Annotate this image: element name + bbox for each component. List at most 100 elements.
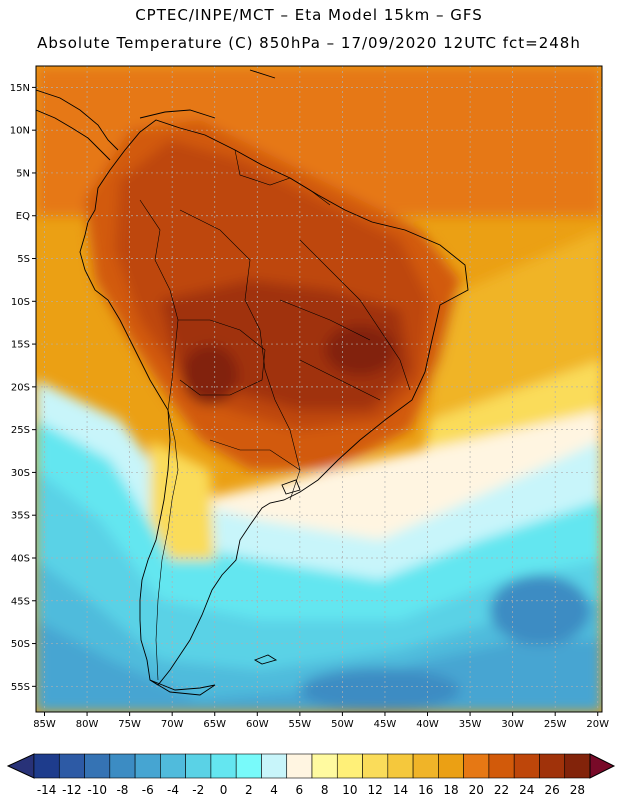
falkland-islands — [253, 654, 278, 665]
lon-label: 85W — [33, 719, 56, 730]
lat-label: 5N — [16, 168, 30, 179]
lon-label: 60W — [246, 719, 269, 730]
border-brazil-west — [179, 209, 301, 471]
lat-label: 25S — [11, 425, 30, 436]
lat-label: 30S — [11, 468, 30, 479]
border-brazil-states — [279, 239, 411, 401]
lat-label: 5S — [17, 254, 30, 265]
colorbar-under-arrow — [6, 753, 35, 779]
lon-label: 30W — [501, 719, 524, 730]
lat-label: 15N — [10, 83, 30, 94]
colorbar-box — [387, 753, 414, 779]
colorbar-tick-label: -4 — [167, 783, 179, 797]
lat-label: 10S — [11, 297, 30, 308]
colorbar-tick-label: -12 — [62, 783, 82, 797]
border-argentina-chile — [209, 439, 301, 501]
colorbar-box — [185, 753, 212, 779]
colorbar-box — [539, 753, 566, 779]
lon-label: 20W — [586, 719, 609, 730]
lon-label: 55W — [289, 719, 312, 730]
field-atlantic-pale — [200, 410, 602, 560]
field-hot-core-east — [325, 325, 395, 375]
colorbar-tick-label: 6 — [296, 783, 304, 797]
title-line-1: CPTEC/INPE/MCT – Eta Model 15km – GFS — [135, 6, 483, 24]
lat-label: 35S — [11, 511, 30, 522]
colorbar-box — [336, 753, 363, 779]
colorbar-box — [160, 753, 186, 779]
title-line-2: Absolute Temperature (C) 850hPa – 17/09/… — [37, 34, 581, 52]
lon-label: 45W — [374, 719, 397, 730]
lat-label: 55S — [11, 682, 30, 693]
longitude-axis: 85W 80W 75W 70W 65W 60W 55W 50W 45W 40W 35W 30W 25W 2… — [33, 712, 609, 730]
border-bolivia-paraguay — [178, 319, 266, 396]
lon-label: 50W — [331, 719, 354, 730]
colorbar-tick-label: 2 — [245, 783, 253, 797]
coastlines — [36, 69, 469, 696]
colorbar-box — [564, 753, 591, 779]
colorbar-box — [463, 753, 490, 779]
lat-label: 10N — [10, 126, 30, 137]
lon-label: 70W — [161, 719, 184, 730]
latitude-axis: 15N 10N 5N EQ 5S 10S 15S 20S 25S 30S 35S 40S 45S 50S 5… — [10, 83, 36, 693]
colorbar-box — [311, 753, 338, 779]
colorbar-box — [438, 753, 464, 779]
colorbar-tick-label: 26 — [544, 783, 559, 797]
colorbar-tick-label: 10 — [342, 783, 357, 797]
field-cold-core-south — [300, 668, 460, 712]
graticule — [36, 66, 602, 712]
colorbar-boxes — [33, 753, 591, 779]
colorbar-tick-label: 22 — [494, 783, 509, 797]
temperature-field — [36, 66, 602, 712]
colorbar-tick-label: -6 — [142, 783, 154, 797]
colorbar-tick-label: 12 — [368, 783, 383, 797]
river-plate-lagoon — [281, 479, 301, 495]
colorbar-tick-label: -10 — [87, 783, 107, 797]
colorbar-box — [109, 753, 136, 779]
colorbar: -14 -12 -10 -8 -6 -4 -2 0 2 4 6 8 10 12 14 16 18 20 22 24 26… — [6, 753, 616, 797]
lat-label: 20S — [11, 382, 30, 393]
colorbar-box — [58, 753, 85, 779]
colorbar-tick-label: 14 — [393, 783, 408, 797]
tierra-del-fuego — [149, 679, 216, 696]
lat-label: EQ — [16, 211, 30, 222]
lat-label: 40S — [11, 553, 30, 564]
field-hot-core-west — [182, 345, 238, 405]
lat-label: 50S — [11, 639, 30, 650]
country-borders — [139, 149, 411, 681]
colorbar-box — [134, 753, 161, 779]
colorbar-box — [286, 753, 313, 779]
colorbar-box — [362, 753, 389, 779]
colorbar-box — [84, 753, 111, 779]
field-patagonia-mild — [150, 440, 215, 560]
lat-label: 45S — [11, 596, 30, 607]
south-america-coastline — [79, 119, 469, 686]
field-cold-core-east — [490, 575, 590, 645]
lon-label: 35W — [459, 719, 482, 730]
colorbar-box — [488, 753, 515, 779]
lon-label: 65W — [203, 719, 226, 730]
field-south-deeper — [36, 620, 602, 712]
colorbar-box — [513, 753, 540, 779]
colorbar-tick-labels: -14 -12 -10 -8 -6 -4 -2 0 2 4 6 8 10 12 14 16 18 20 22 24 26… — [37, 783, 585, 797]
colorbar-tick-label: 0 — [220, 783, 228, 797]
border-guianas — [234, 149, 331, 206]
lat-label: 15S — [11, 340, 30, 351]
lon-label: 40W — [416, 719, 439, 730]
colorbar-tick-label: 8 — [321, 783, 329, 797]
colorbar-tick-label: 16 — [418, 783, 433, 797]
lon-label: 25W — [544, 719, 567, 730]
colorbar-box — [235, 753, 262, 779]
central-america-coastline — [36, 89, 119, 161]
colorbar-tick-label: 4 — [270, 783, 278, 797]
colorbar-box — [210, 753, 237, 779]
lon-label: 80W — [76, 719, 99, 730]
caribbean-coastline — [139, 69, 276, 119]
colorbar-tick-label: 20 — [469, 783, 484, 797]
colorbar-tick-label: -2 — [192, 783, 204, 797]
colorbar-tick-label: -8 — [116, 783, 128, 797]
lon-label: 75W — [118, 719, 141, 730]
colorbar-box — [33, 753, 60, 779]
colorbar-tick-label: 24 — [519, 783, 534, 797]
map-frame — [35, 65, 603, 713]
